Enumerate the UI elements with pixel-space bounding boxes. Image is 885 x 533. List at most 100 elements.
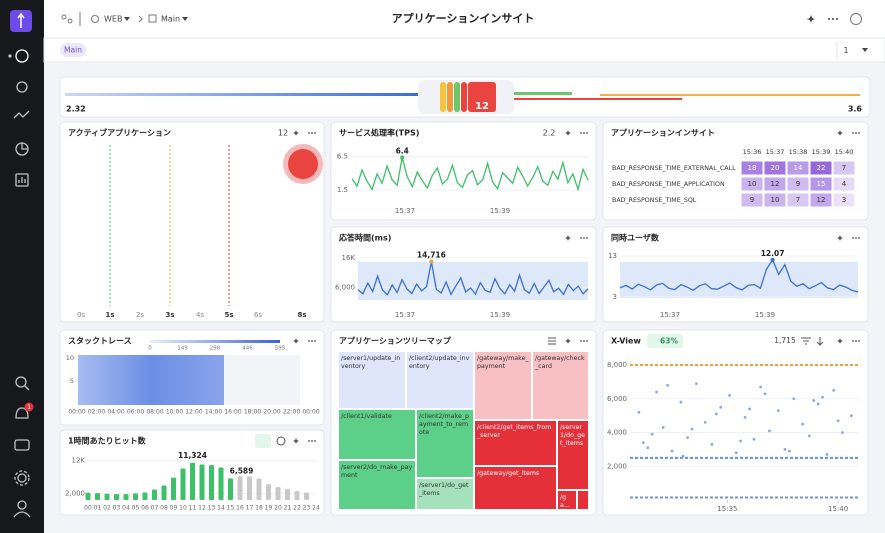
point xyxy=(681,454,685,458)
treemap-cell[interactable]: /server1/do_get_items xyxy=(557,420,589,490)
y-tick-label: 3 xyxy=(613,293,617,301)
more-icon[interactable] xyxy=(858,132,860,134)
table-cell xyxy=(740,176,764,192)
breadcrumb[interactable]: WEB xyxy=(104,15,122,24)
treemap-cell[interactable]: /gateway/check_card xyxy=(532,351,589,420)
breadcrumb[interactable]: Main xyxy=(161,15,180,24)
ai-icon[interactable] xyxy=(292,337,300,345)
more-icon[interactable] xyxy=(858,340,860,342)
bar xyxy=(190,462,195,500)
point xyxy=(670,449,674,453)
more-icon[interactable] xyxy=(583,237,585,239)
treemap-cell[interactable] xyxy=(577,490,589,510)
x-tick-label: 10 xyxy=(179,505,187,512)
page-select[interactable]: 1 xyxy=(843,46,848,55)
treemap-cell[interactable]: /client1/validate xyxy=(338,409,416,460)
point xyxy=(748,407,751,411)
ai-icon[interactable] xyxy=(836,337,844,345)
more-icon[interactable] xyxy=(828,18,838,20)
nav-icons[interactable] xyxy=(8,49,31,518)
more-icon[interactable] xyxy=(858,237,860,239)
treemap-cell[interactable]: /server1/update_inventory xyxy=(338,351,406,409)
treemap-cell[interactable]: /client2/update_inventory xyxy=(406,351,474,409)
point xyxy=(841,431,844,434)
more-icon[interactable] xyxy=(308,132,310,134)
x-tick-label: 21 xyxy=(284,505,292,512)
cell-value: 9 xyxy=(750,196,754,204)
more-icon[interactable] xyxy=(586,340,588,342)
legend-tick: 446 xyxy=(242,346,253,352)
peak-label: 14,716 xyxy=(417,251,446,260)
header-icons[interactable] xyxy=(61,12,862,26)
treemap-cell[interactable]: /client2/make_payment_to_remote xyxy=(416,409,474,478)
x-tick-label: 15:37 xyxy=(660,311,680,319)
ai-icon[interactable] xyxy=(292,129,300,137)
treemap-cell[interactable]: /server2/do_make_payment xyxy=(338,460,416,510)
treemap-cell[interactable]: /server1/do_get_items xyxy=(416,478,474,510)
more-icon[interactable] xyxy=(580,340,582,342)
row-label: BAD_RESPONSE_TIME_APPLICATION xyxy=(612,181,725,188)
info-icon[interactable] xyxy=(276,436,286,446)
point xyxy=(783,447,787,451)
x-tick-label: 2s xyxy=(136,311,144,319)
list-icon[interactable] xyxy=(548,337,556,345)
more-icon[interactable] xyxy=(311,440,313,442)
ai-icon[interactable] xyxy=(564,129,572,137)
more-icon[interactable] xyxy=(586,132,588,134)
data-label: 6,589 xyxy=(230,466,254,475)
more-icon[interactable] xyxy=(852,340,854,342)
more-icon[interactable] xyxy=(314,440,316,442)
more-icon[interactable] xyxy=(583,132,585,134)
more-icon[interactable] xyxy=(855,237,857,239)
more-icon[interactable] xyxy=(308,340,310,342)
panel-value: 2.2 xyxy=(543,129,556,138)
table-cell xyxy=(763,160,787,176)
ai-icon[interactable] xyxy=(806,14,816,24)
x-tick-label: 00 xyxy=(84,505,92,512)
more-icon[interactable] xyxy=(855,340,857,342)
ai-pill[interactable] xyxy=(255,434,271,448)
treemap-cell[interactable]: /client2/get_items_from_server xyxy=(474,420,557,466)
more-icon[interactable] xyxy=(311,132,313,134)
ai-icon[interactable] xyxy=(836,129,844,137)
more-icon[interactable] xyxy=(852,237,854,239)
more-icon[interactable] xyxy=(580,132,582,134)
x-tick-label: 18 xyxy=(255,505,263,512)
cell-value: 9 xyxy=(796,180,800,188)
strip-line xyxy=(512,92,572,95)
ai-icon[interactable] xyxy=(564,234,572,242)
more-icon[interactable] xyxy=(314,132,316,134)
treemap-cell[interactable]: /ga... xyxy=(557,490,577,510)
ai-icon[interactable] xyxy=(292,437,300,445)
more-icon[interactable] xyxy=(586,237,588,239)
more-icon[interactable] xyxy=(308,440,310,442)
bar xyxy=(294,491,300,500)
ai-icon[interactable] xyxy=(836,234,844,242)
table-cell xyxy=(832,192,856,208)
more-icon[interactable] xyxy=(583,340,585,342)
x-tick-label: 01 xyxy=(94,505,102,512)
column-header: 15:37 xyxy=(766,148,785,156)
tab[interactable] xyxy=(60,43,86,57)
y-tick-label: 5 xyxy=(70,377,74,385)
more-icon[interactable] xyxy=(580,237,582,239)
more-icon[interactable] xyxy=(852,132,854,134)
more-icon[interactable] xyxy=(314,340,316,342)
heatmap xyxy=(78,355,224,405)
tab-label[interactable]: Main xyxy=(64,46,82,55)
legend-tick: 149 xyxy=(177,346,188,352)
y-tick-label: 12K xyxy=(72,457,86,465)
treemap-cell[interactable]: /gateway/get_items xyxy=(474,466,557,510)
strip-line xyxy=(600,94,860,96)
more-icon[interactable] xyxy=(855,132,857,134)
panel-title: アプリケーションツリーマップ xyxy=(339,336,452,346)
app-bubble[interactable] xyxy=(288,149,318,179)
panel xyxy=(330,121,597,221)
sort-icon[interactable] xyxy=(816,337,824,346)
bar xyxy=(304,492,309,500)
point xyxy=(714,412,718,416)
filter-icon[interactable] xyxy=(801,337,811,345)
treemap-cell[interactable]: /gateway/make_payment xyxy=(474,351,532,420)
ai-icon[interactable] xyxy=(564,337,572,345)
more-icon[interactable] xyxy=(311,340,313,342)
